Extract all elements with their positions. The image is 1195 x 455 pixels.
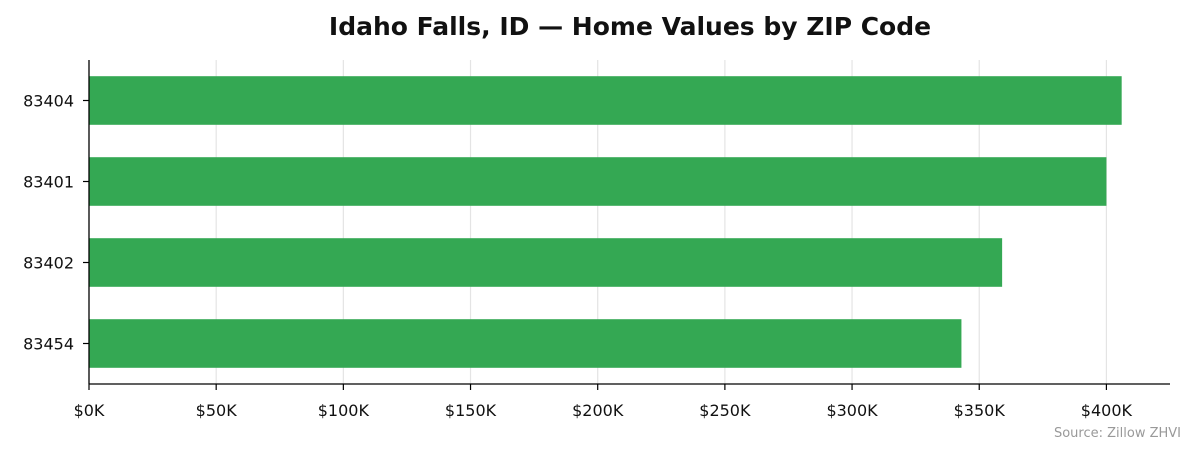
x-tick-label: $100K	[318, 401, 370, 420]
y-axis-ticks: 83404 83401 83402 83454	[23, 92, 89, 354]
x-axis-ticks: $0K $50K $100K $150K $200K $250K $300K $350K $40…	[74, 384, 1133, 420]
x-tick-label: $300K	[826, 401, 878, 420]
x-tick-label: $150K	[445, 401, 497, 420]
x-tick-label: $50K	[196, 401, 238, 420]
x-tick-label: $400K	[1081, 401, 1133, 420]
y-tick-label: 83401	[23, 173, 74, 192]
x-tick-label: $350K	[954, 401, 1006, 420]
y-tick-label: 83454	[23, 335, 74, 354]
y-tick-label: 83404	[23, 92, 74, 111]
bar-83402	[89, 238, 1003, 287]
bar-83401	[89, 157, 1107, 206]
chart-title: Idaho Falls, ID — Home Values by ZIP Cod…	[329, 12, 931, 41]
source-note: Source: Zillow ZHVI	[1054, 426, 1181, 441]
x-tick-label: $0K	[74, 401, 105, 420]
x-tick-label: $250K	[699, 401, 751, 420]
x-tick-label: $200K	[572, 401, 624, 420]
y-tick-label: 83402	[23, 254, 74, 273]
bar-83454	[89, 319, 962, 368]
bars	[89, 76, 1122, 368]
bar-83404	[89, 76, 1122, 125]
